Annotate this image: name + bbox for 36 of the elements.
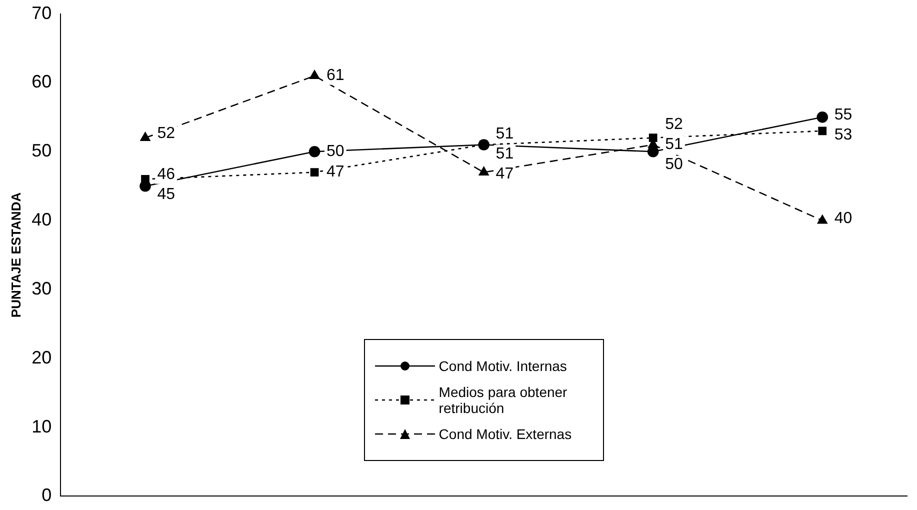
data-label: 53 — [834, 126, 852, 144]
data-label: 50 — [326, 143, 344, 160]
y-tick-label: 50 — [32, 140, 52, 161]
data-label: 51 — [665, 136, 683, 154]
data-label: 52 — [157, 124, 176, 142]
point — [310, 70, 320, 79]
data-label: 46 — [157, 166, 176, 184]
data-label: 47 — [496, 165, 514, 182]
data-label: 51 — [496, 125, 514, 142]
data-label: 51 — [496, 145, 514, 162]
y-axis-title: PUNTAJE ESTANDA — [8, 192, 24, 318]
y-tick-label: 20 — [32, 347, 52, 368]
data-label: 45 — [157, 186, 176, 204]
data-label: 47 — [326, 164, 344, 181]
data-label: 55 — [834, 106, 852, 124]
point — [817, 214, 828, 224]
point — [478, 166, 489, 176]
y-tick-label: 10 — [32, 416, 52, 436]
point — [140, 132, 150, 141]
data-label: 50 — [665, 156, 683, 174]
point — [818, 126, 827, 136]
legend-label: Cond Motiv. Externas — [438, 426, 572, 442]
y-tick-label: 40 — [32, 210, 52, 230]
point — [308, 146, 320, 158]
legend-label: Medios para obtener retribución — [438, 384, 568, 416]
point — [816, 112, 828, 123]
data-label: 40 — [834, 210, 852, 227]
point — [310, 168, 319, 176]
y-tick-label: 60 — [32, 72, 52, 92]
data-label: 61 — [326, 67, 344, 84]
y-tick-label: 30 — [32, 278, 52, 298]
point — [648, 134, 658, 142]
data-label: 52 — [665, 116, 683, 134]
y-tick-label: 70 — [32, 2, 52, 23]
legend-label: Cond Motiv. Internas — [438, 358, 567, 374]
y-tick-label: 0 — [42, 485, 52, 506]
